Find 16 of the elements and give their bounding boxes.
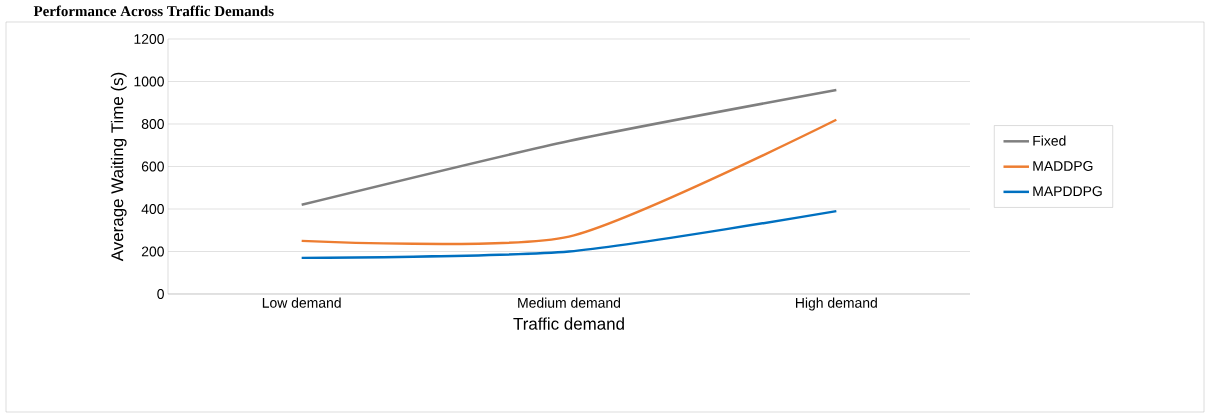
legend-label: MAPDDPG (1033, 186, 1102, 197)
x-tick-label: Medium demand (518, 297, 621, 308)
y-tick-label: 800 (141, 119, 164, 129)
y-tick-label: 400 (141, 204, 164, 214)
y-axis-title: Average Waiting Time (s) (110, 72, 127, 262)
y-tick-label: 1200 (134, 34, 164, 44)
y-tick-label: 600 (141, 161, 164, 172)
y-tick-label: 200 (141, 246, 164, 257)
legend-label: MADDPG (1033, 161, 1093, 171)
y-tick-label: 1000 (134, 76, 164, 87)
legend-label: Fixed (1033, 135, 1066, 146)
chart-title: Performance Across Traffic Demands (33, 5, 274, 17)
y-tick-label: 0 (157, 289, 164, 299)
x-tick-label: Low demand (262, 297, 341, 308)
x-tick-label: High demand (796, 297, 877, 311)
x-axis-title: Traffic demand (513, 317, 624, 330)
